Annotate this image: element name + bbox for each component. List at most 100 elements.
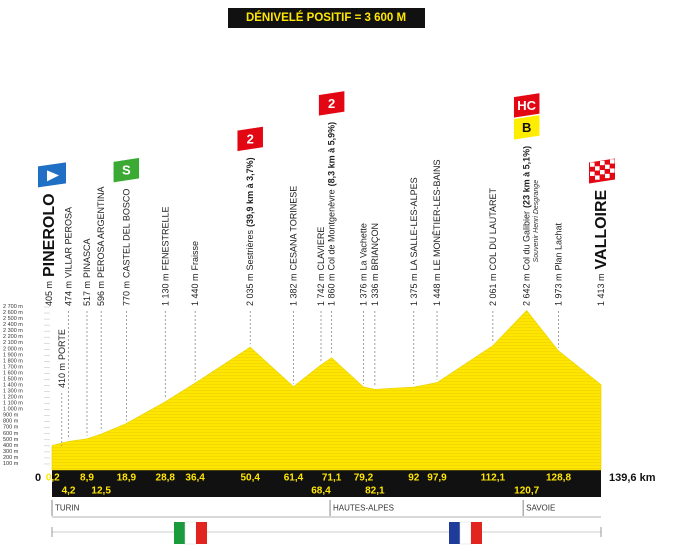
waypoint-label: 517 m PINASCA bbox=[82, 238, 92, 306]
profile bbox=[51, 310, 602, 471]
sign-label: S bbox=[122, 163, 131, 178]
sign-label: 2 bbox=[247, 131, 254, 146]
waypoint-label: 474 m VILLAR PEROSA bbox=[64, 207, 74, 306]
flag-check bbox=[595, 175, 600, 180]
waypoint-altitude: 770 m bbox=[121, 281, 131, 306]
waypoint-altitude: 1 742 m bbox=[316, 273, 326, 306]
sign-label: B bbox=[522, 120, 531, 135]
y-tick-label: 700 m bbox=[3, 425, 19, 431]
flag-check bbox=[595, 166, 600, 171]
y-tick-label: 1 600 m bbox=[3, 370, 23, 376]
y-tick-label: 500 m bbox=[3, 437, 19, 443]
waypoint-altitude: 2 642 m bbox=[522, 273, 532, 306]
title: DÉNIVELÉ POSITIF = 3 600 M bbox=[246, 11, 406, 24]
km-label: 120,7 bbox=[514, 486, 539, 497]
km-label: 128,8 bbox=[546, 473, 571, 484]
start-arrow bbox=[47, 170, 59, 182]
y-tick-label: 1 100 m bbox=[3, 401, 23, 407]
waypoint-name: LE MONÊTIER-LES-BAINS bbox=[432, 159, 442, 270]
finish-flag bbox=[589, 158, 615, 184]
sign-label: HC bbox=[517, 98, 536, 113]
waypoint-label: 410 m PORTE bbox=[57, 329, 67, 388]
flag-check bbox=[605, 164, 610, 169]
climb-detail: (39,9 km à 3,7%) bbox=[245, 157, 255, 227]
climb-sign: 2 bbox=[318, 90, 345, 117]
waypoint-label: 2 035 m Sestrières (39,9 km à 3,7%) bbox=[245, 157, 255, 306]
waypoint-name: La Vachette bbox=[358, 223, 368, 270]
waypoint-altitude: 1 382 m bbox=[288, 273, 298, 306]
climb-note: Souvenir Henri Desgrange bbox=[533, 180, 540, 263]
climb-detail: (8,3 km à 5,9%) bbox=[327, 122, 337, 187]
waypoint-name: CESANA TORINESE bbox=[288, 186, 298, 271]
flag-check bbox=[600, 160, 605, 166]
waypoint-altitude: 1 336 m bbox=[370, 273, 380, 306]
y-tick-label: 2 600 m bbox=[3, 310, 23, 316]
y-tick-label: 2 400 m bbox=[3, 322, 23, 328]
waypoint-name: LA SALLE-LES-ALPES bbox=[409, 177, 419, 270]
waypoint-label: 1 742 m CLAVIERE bbox=[316, 227, 326, 306]
km-label: 71,1 bbox=[322, 473, 342, 484]
waypoint-label: 405 m PINEROLO bbox=[41, 193, 58, 306]
waypoint-altitude: 517 m bbox=[82, 281, 92, 306]
waypoint-label: 1 130 m FENESTRELLE bbox=[160, 206, 170, 306]
y-tick-label: 200 m bbox=[3, 455, 19, 461]
y-tick-label: 1 300 m bbox=[3, 389, 23, 395]
km-label: 68,4 bbox=[311, 486, 331, 497]
km-label: 4,2 bbox=[62, 486, 76, 497]
km-label: 79,2 bbox=[354, 473, 374, 484]
region-name: TURIN bbox=[55, 504, 80, 513]
waypoint-altitude: 1 376 m bbox=[358, 273, 368, 306]
flag-check bbox=[605, 173, 610, 179]
climb-sign: B bbox=[513, 114, 540, 141]
km-label: 92 bbox=[408, 473, 420, 484]
waypoint-label: 1 413 m VALLOIRE bbox=[593, 189, 610, 306]
y-tick-label: 1 000 m bbox=[3, 407, 23, 413]
km-label: 61,4 bbox=[284, 473, 304, 484]
y-tick-label: 300 m bbox=[3, 449, 19, 455]
waypoint-label: 596 m PEROSA ARGENTINA bbox=[96, 186, 106, 306]
y-tick-label: 800 m bbox=[3, 419, 19, 425]
km-band bbox=[52, 470, 601, 497]
km-label: 82,1 bbox=[365, 486, 385, 497]
climb-sign: S bbox=[113, 157, 140, 183]
waypoint-altitude: 1 130 m bbox=[160, 273, 170, 306]
flag-check bbox=[610, 168, 615, 173]
waypoint-altitude: 596 m bbox=[96, 281, 106, 306]
waypoint-altitude: 2 061 m bbox=[488, 273, 498, 306]
sign-plate bbox=[513, 114, 540, 141]
region-name: SAVOIE bbox=[526, 504, 555, 513]
sign-plate bbox=[318, 90, 345, 117]
km-label: 36,4 bbox=[185, 473, 205, 484]
y-tick-label: 600 m bbox=[3, 431, 19, 437]
y-tick-label: 1 900 m bbox=[3, 352, 23, 358]
km-label: 112,1 bbox=[481, 473, 506, 484]
italy-flag bbox=[174, 521, 207, 545]
france-flag bbox=[449, 521, 482, 545]
waypoint-altitude: 1 440 m bbox=[190, 273, 200, 306]
sign-plate bbox=[113, 157, 140, 183]
waypoint-label: 1 860 m Col de Montgenèvre (8,3 km à 5,9%) bbox=[327, 122, 337, 306]
km-label: 139,6 km bbox=[609, 472, 656, 484]
flag-check bbox=[590, 162, 595, 167]
waypoint-name: PORTE bbox=[57, 329, 67, 360]
km-label: 8,9 bbox=[80, 473, 94, 484]
y-tick-label: 900 m bbox=[3, 413, 19, 419]
waypoint-altitude: 1 973 m bbox=[554, 273, 564, 306]
waypoint-label: 1 973 m Plan Lachat bbox=[554, 222, 564, 306]
waypoint-label: 1 382 m CESANA TORINESE bbox=[288, 186, 298, 306]
waypoint-name: CLAVIERE bbox=[316, 227, 326, 271]
waypoint-name: PINASCA bbox=[82, 238, 92, 278]
waypoint-label: 2 061 m COL DU LAUTARET bbox=[488, 187, 498, 306]
waypoint-name: Fraisse bbox=[190, 241, 200, 271]
km-label: 97,9 bbox=[427, 473, 447, 484]
flag-check bbox=[590, 171, 595, 176]
y-tick-label: 1 800 m bbox=[3, 358, 23, 364]
waypoint-label: 1 448 m LE MONÊTIER-LES-BAINS bbox=[432, 159, 442, 306]
waypoint-name: PEROSA ARGENTINA bbox=[96, 186, 106, 278]
y-tick-label: 400 m bbox=[3, 443, 19, 449]
waypoint-altitude: 410 m bbox=[57, 363, 67, 388]
sign-plate bbox=[513, 92, 540, 119]
y-tick-label: 100 m bbox=[3, 461, 19, 467]
waypoint-name: Col du Galibier bbox=[522, 211, 532, 271]
waypoint-label: 1 440 m Fraisse bbox=[190, 241, 200, 306]
